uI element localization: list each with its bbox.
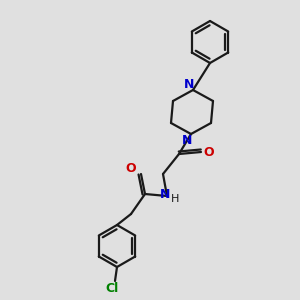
Text: N: N [182,134,192,146]
Text: O: O [126,161,136,175]
Text: O: O [204,146,214,158]
Text: H: H [171,194,179,204]
Text: N: N [160,188,170,200]
Text: N: N [184,77,194,91]
Text: Cl: Cl [105,283,119,296]
